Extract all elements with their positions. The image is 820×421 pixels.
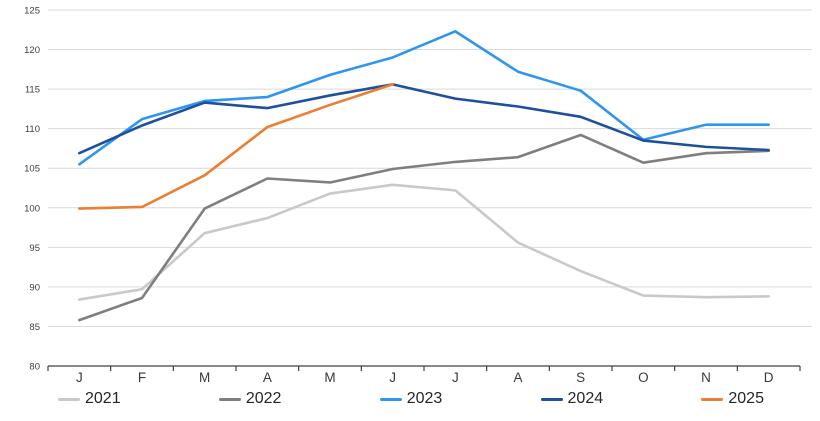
legend-item-2021: 2021 xyxy=(58,390,121,408)
legend-item-2024: 2024 xyxy=(540,390,604,408)
legend-item-2025: 2025 xyxy=(701,390,764,408)
legend-label-2022: 2022 xyxy=(245,390,282,407)
y-axis-tick-label: 85 xyxy=(29,322,40,333)
x-axis-month-label: A xyxy=(513,370,522,385)
y-axis-tick-label: 110 xyxy=(25,124,40,135)
legend-swatch-2022 xyxy=(218,397,241,401)
legend-label-2023: 2023 xyxy=(406,390,443,407)
x-axis-month-label: O xyxy=(638,370,649,385)
y-axis-tick-label: 100 xyxy=(24,203,40,214)
x-axis-month-label: M xyxy=(324,370,335,385)
series-line-2022 xyxy=(78,133,770,322)
series-line-2021 xyxy=(78,183,770,301)
chart-legend: 2021 2022 2023 2024 2025 xyxy=(58,384,764,414)
x-axis-month-label: J xyxy=(452,370,459,385)
x-axis-month-label: A xyxy=(263,370,272,385)
series-line-2023 xyxy=(78,30,770,166)
y-axis-tick-label: 115 xyxy=(25,85,40,96)
x-axis-month-label: F xyxy=(138,370,146,385)
x-axis-month-label: J xyxy=(389,370,396,385)
x-axis-month-label: D xyxy=(764,370,774,385)
legend-swatch-2023 xyxy=(379,397,402,401)
legend-swatch-2025 xyxy=(701,397,724,401)
x-axis-month-label: M xyxy=(199,370,210,385)
x-axis-month-label: S xyxy=(576,370,585,385)
legend-label-2021: 2021 xyxy=(85,390,121,407)
y-axis-tick-label: 105 xyxy=(24,164,40,175)
y-axis-tick-label: 120 xyxy=(24,45,40,56)
y-axis-tick-label: 80 xyxy=(29,362,40,373)
legend-label-2024: 2024 xyxy=(567,390,604,407)
y-axis-tick-label: 95 xyxy=(29,243,40,254)
y-axis-tick-label: 125 xyxy=(24,6,40,17)
series-line-2024 xyxy=(78,83,770,155)
legend-label-2025: 2025 xyxy=(728,390,764,407)
legend-item-2022: 2022 xyxy=(218,390,282,408)
legend-swatch-2024 xyxy=(540,397,563,401)
legend-swatch-2021 xyxy=(58,397,80,401)
legend-item-2023: 2023 xyxy=(379,390,443,408)
x-axis-month-label: N xyxy=(701,370,711,385)
x-axis-month-label: J xyxy=(76,370,83,385)
series-line-2025 xyxy=(78,83,394,210)
y-axis-tick-label: 90 xyxy=(29,282,40,293)
